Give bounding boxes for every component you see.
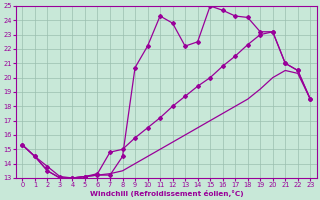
X-axis label: Windchill (Refroidissement éolien,°C): Windchill (Refroidissement éolien,°C) — [90, 190, 243, 197]
